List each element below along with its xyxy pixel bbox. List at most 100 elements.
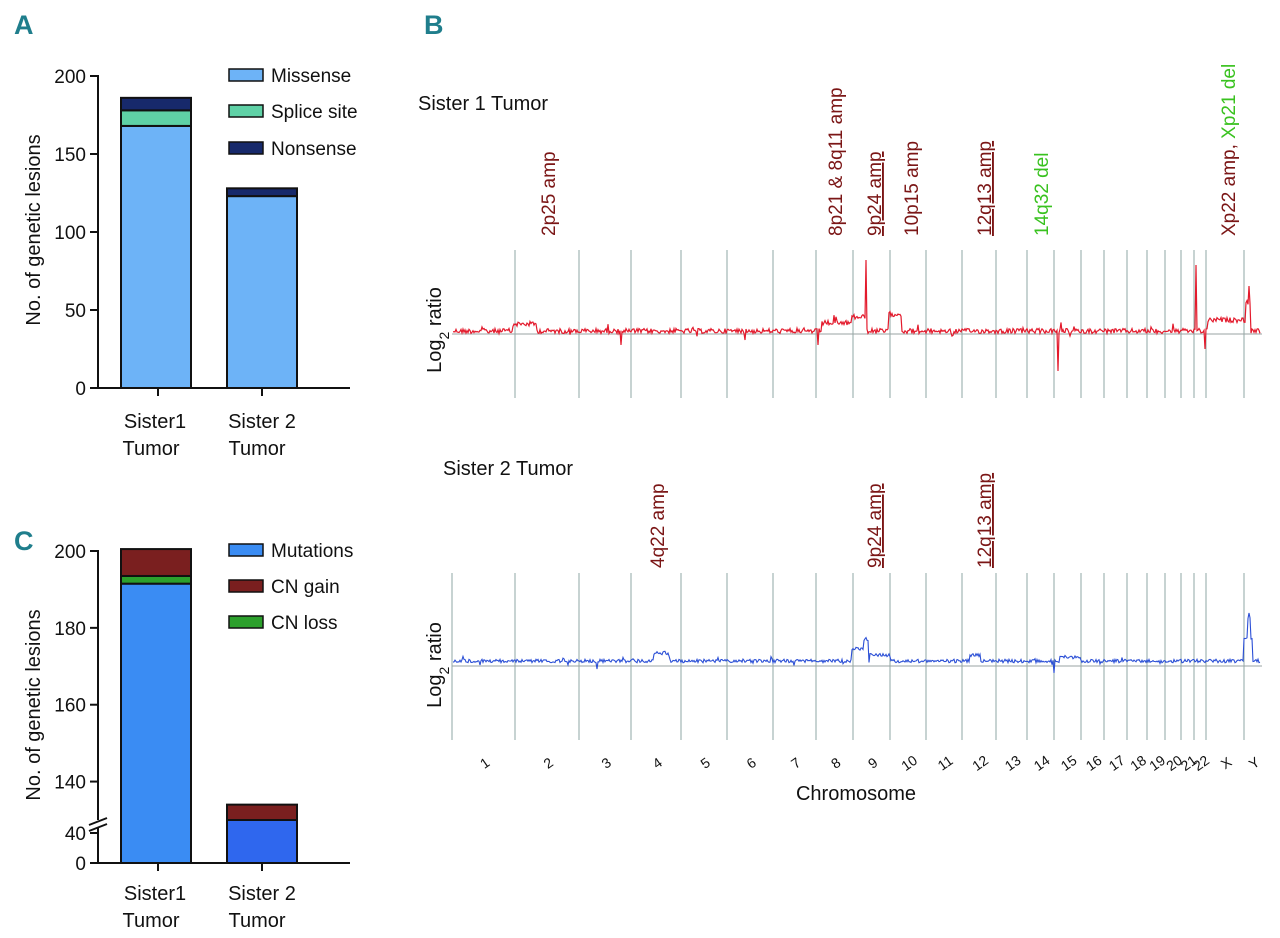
bar-mutations-sister1 — [120, 582, 192, 865]
sister2-annotations: 4q22 amp 9p24 amp 12q13 amp — [648, 473, 996, 568]
panel-a-y-tick-label: 150 — [54, 145, 86, 166]
panel-a-cat-label: Tumor — [122, 438, 179, 460]
panel-c-bars — [120, 548, 298, 865]
panel-c-ylabel: No. of genetic lesions — [23, 609, 45, 800]
legend-swatch-nonsense — [228, 141, 264, 155]
legend-swatch-mutations — [228, 543, 264, 557]
sister1-chrom-boundaries — [514, 250, 1245, 398]
legend-swatch-missense — [228, 68, 264, 82]
bar-nonsense-sister2 — [226, 187, 298, 198]
legend-label-splice-site: Splice site — [271, 102, 358, 123]
legend-label-cn-gain: CN gain — [271, 577, 340, 598]
panel-c-y-tick-label: 140 — [54, 773, 86, 794]
bar-missense-sister2 — [226, 195, 298, 389]
annotation-xp22-xp21: Xp22 amp, Xp21 del — [1219, 64, 1240, 236]
panel-a-y-axis: 0 50 100 150 200 — [54, 67, 99, 400]
bar-mutations-sister2 — [226, 819, 298, 864]
chrom-label: 13 — [1002, 752, 1024, 774]
bar-missense-sister1 — [120, 124, 192, 389]
chrom-label: 9 — [865, 754, 881, 772]
panel-b: B Sister 1 Tumor Sister 2 Tumor Log2 rat… — [418, 10, 1263, 805]
chrom-label: 11 — [935, 752, 956, 774]
annotation-10p15-amp: 10p15 amp — [902, 141, 923, 236]
chrom-label: 22 — [1190, 752, 1212, 774]
panel-a-cat-label: Sister1 — [124, 411, 186, 433]
chrom-label: 1 — [477, 754, 493, 772]
chrom-label: X — [1218, 753, 1235, 772]
panel-a-cat-label: Sister 2 — [228, 411, 296, 433]
sister2-chrom-boundaries — [451, 573, 1245, 740]
annotation-12q13-amp-s2: 12q13 amp — [975, 473, 996, 568]
legend-label-mutations: Mutations — [271, 541, 353, 562]
panel-c-y-tick-label: 160 — [54, 696, 86, 717]
bar-splice-site-sister1 — [120, 109, 192, 127]
panel-c-axis-break — [88, 817, 108, 826]
chrom-label: 4 — [649, 754, 665, 772]
legend-label-missense: Missense — [271, 66, 351, 87]
legend-swatch-cn-gain — [228, 579, 264, 593]
chrom-label: 12 — [969, 752, 991, 774]
chrom-label: 18 — [1127, 752, 1149, 774]
bar-cn-gain-sister2 — [226, 803, 298, 822]
panel-a-y-tick-label: 100 — [54, 223, 86, 244]
panel-c-y-tick-label: 180 — [54, 619, 86, 640]
panel-a-y-tick-label: 0 — [75, 379, 86, 400]
sister2-log2-trace — [452, 612, 1261, 674]
panel-c-cat-label: Sister 2 — [228, 883, 296, 905]
panel-c-y-tick-label: 40 — [65, 824, 86, 845]
chrom-label: 16 — [1083, 752, 1105, 774]
panel-c-y-axis: 0 40 140 160 180 200 — [54, 542, 108, 875]
legend-label-cn-loss: CN loss — [271, 613, 338, 634]
annotation-4q22-amp: 4q22 amp — [648, 483, 669, 568]
panel-a-bars — [120, 96, 298, 389]
legend-swatch-splice-site — [228, 104, 264, 118]
annotation-9p24-amp-s2: 9p24 amp — [865, 483, 886, 568]
sister2-ylabel: Log2 ratio — [424, 622, 452, 708]
panel-b-letter: B — [424, 10, 444, 40]
annotation-12q13-amp: 12q13 amp — [975, 141, 996, 236]
chrom-label: 6 — [743, 754, 759, 772]
panel-c-cat-label: Sister1 — [124, 883, 186, 905]
panel-c-legend: Mutations CN gain CN loss — [228, 541, 353, 634]
annotation-2p25-amp: 2p25 amp — [539, 151, 560, 236]
bar-cn-loss-sister1 — [120, 574, 192, 585]
annotation-14q32-del: 14q32 del — [1032, 153, 1053, 236]
panel-c: C No. of genetic lesions 0 40 140 160 180 200… — [14, 526, 353, 932]
bar-cn-gain-sister1 — [120, 548, 192, 577]
chrom-label: 15 — [1058, 752, 1080, 774]
chrom-label: 7 — [788, 754, 804, 772]
chrom-label: 8 — [828, 754, 844, 772]
annotation-9p24-amp: 9p24 amp — [865, 151, 886, 236]
panel-a-y-tick-label: 200 — [54, 67, 86, 88]
sister1-cnv-title: Sister 1 Tumor — [418, 93, 548, 115]
chrom-label: 3 — [598, 754, 614, 772]
panel-c-cat-label: Tumor — [122, 910, 179, 932]
panel-a-letter: A — [14, 10, 34, 40]
panel-a: A No. of genetic lesions 0 50 100 150 200 Si… — [14, 10, 358, 460]
chrom-label: 2 — [540, 754, 556, 772]
legend-label-nonsense: Nonsense — [271, 139, 357, 160]
panel-c-axis-break — [88, 823, 108, 832]
chrom-label: Y — [1246, 753, 1263, 772]
panel-c-letter: C — [14, 526, 34, 556]
sister2-cnv-title: Sister 2 Tumor — [443, 458, 573, 480]
bar-nonsense-sister1 — [120, 96, 192, 112]
chrom-label: 10 — [898, 752, 920, 774]
sister1-ylabel: Log2 ratio — [424, 287, 452, 373]
panel-c-y-tick-label: 200 — [54, 542, 86, 563]
annotation-8p21-8q11-amp: 8p21 & 8q11 amp — [826, 87, 847, 236]
chrom-label: 17 — [1106, 752, 1128, 774]
panel-a-ylabel: No. of genetic lesions — [23, 134, 45, 325]
panel-a-legend: Missense Splice site Nonsense — [228, 66, 358, 160]
panel-c-y-tick-label: 0 — [75, 854, 86, 875]
chromosome-axis-title: Chromosome — [796, 783, 916, 805]
panel-a-y-tick-label: 50 — [65, 301, 86, 322]
panel-c-cat-label: Tumor — [228, 910, 285, 932]
legend-swatch-cn-loss — [228, 615, 264, 629]
chrom-label: 14 — [1031, 752, 1053, 774]
panel-a-cat-label: Tumor — [228, 438, 285, 460]
chrom-label: 5 — [697, 754, 713, 772]
sister1-log2-trace — [452, 259, 1261, 372]
